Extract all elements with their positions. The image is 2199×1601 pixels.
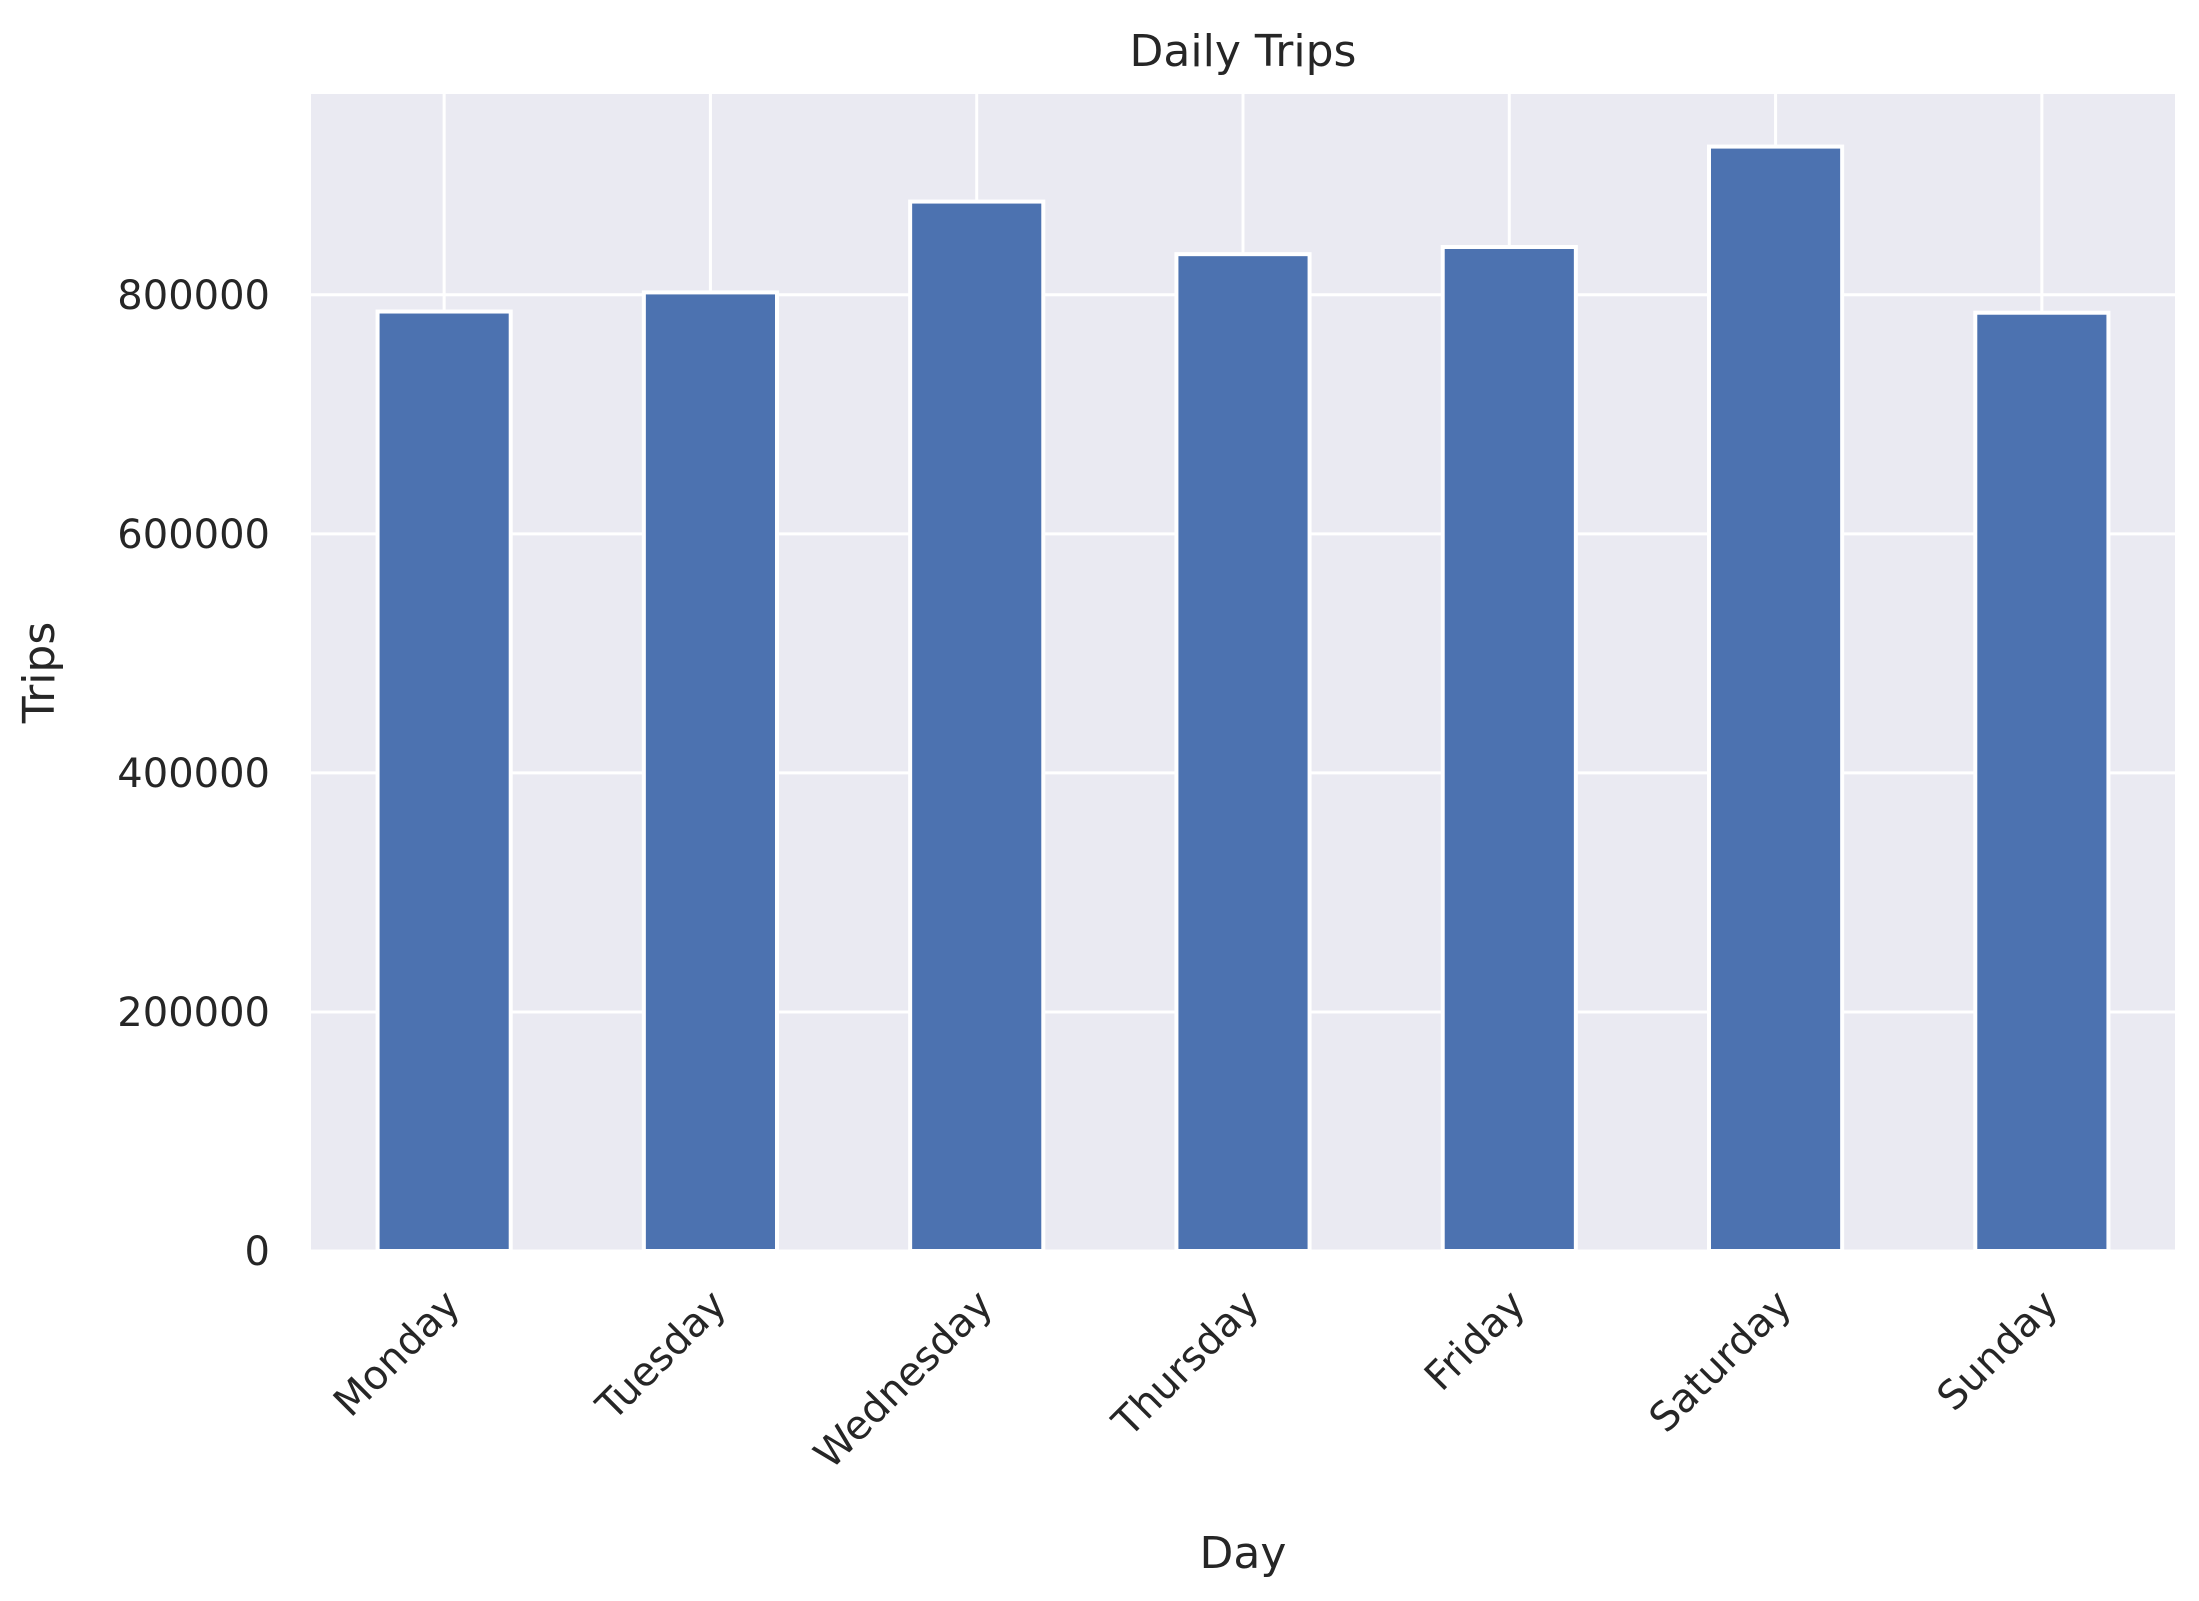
bar-sunday bbox=[1973, 310, 2111, 1254]
y-axis-ticks: 0 200000 400000 600000 800000 bbox=[117, 273, 270, 1275]
y-tick-label: 0 bbox=[245, 1229, 270, 1275]
x-axis-label: Day bbox=[1200, 1528, 1287, 1579]
bar-wednesday bbox=[908, 199, 1046, 1254]
x-tick-label: Thursday bbox=[1103, 1282, 1268, 1447]
bar-saturday bbox=[1707, 144, 1845, 1253]
x-axis-ticks: Monday Tuesday Wednesday Thursday Friday Satu… bbox=[325, 1282, 2067, 1478]
bar-friday bbox=[1440, 244, 1578, 1253]
y-tick-label: 800000 bbox=[117, 273, 270, 319]
bar-tuesday bbox=[641, 290, 779, 1254]
bars bbox=[375, 144, 2111, 1254]
x-tick-label: Friday bbox=[1416, 1282, 1534, 1400]
bar-thursday bbox=[1174, 252, 1312, 1254]
chart-title: Daily Trips bbox=[1130, 26, 1357, 77]
x-tick-label: Saturday bbox=[1641, 1282, 1801, 1442]
x-tick-label: Monday bbox=[325, 1282, 469, 1426]
y-tick-label: 200000 bbox=[117, 990, 270, 1036]
x-tick-label: Sunday bbox=[1929, 1282, 2067, 1420]
y-axis-label: Trips bbox=[14, 622, 65, 725]
bar-monday bbox=[375, 309, 513, 1254]
y-tick-label: 600000 bbox=[117, 512, 270, 558]
y-tick-label: 400000 bbox=[117, 751, 270, 797]
x-tick-label: Tuesday bbox=[587, 1282, 735, 1430]
x-tick-label: Wednesday bbox=[805, 1282, 1001, 1478]
